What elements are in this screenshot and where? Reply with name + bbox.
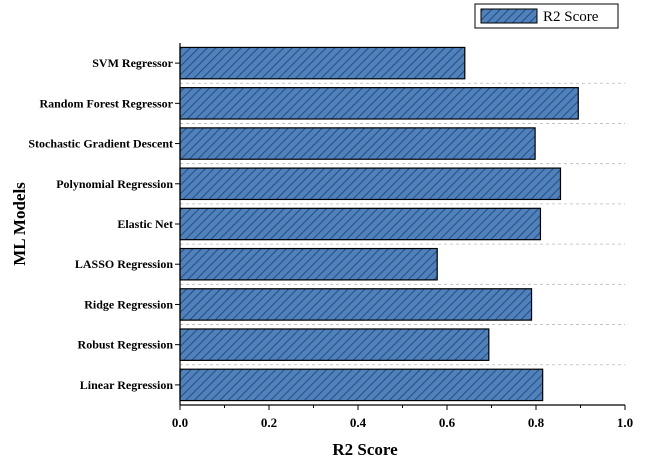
bar xyxy=(179,127,536,160)
bar xyxy=(179,247,438,281)
x-tick-label: 1.0 xyxy=(617,415,633,430)
bar xyxy=(179,207,542,241)
x-ticks: 0.0 0.2 0.4 0.6 0.8 1.0 xyxy=(172,405,633,430)
x-axis-label: R2 Score xyxy=(332,440,398,459)
x-tick-label: 0.0 xyxy=(172,415,188,430)
bars xyxy=(179,46,579,402)
legend-box xyxy=(474,3,619,29)
legend: R2 Score xyxy=(474,3,619,29)
legend-label: R2 Score xyxy=(543,9,599,25)
y-tick-label: Linear Regression xyxy=(80,378,174,392)
bar xyxy=(179,288,533,321)
y-tick-label: Polynomial Regression xyxy=(56,177,173,191)
y-ticks: SVM Regressor Random Forest Regressor Stoc… xyxy=(28,56,180,392)
y-axis-label: ML Models xyxy=(10,182,29,266)
bar xyxy=(179,328,490,361)
x-tick-label: 0.8 xyxy=(528,415,545,430)
y-tick-label: Ridge Regression xyxy=(84,297,173,311)
x-tick-label: 0.4 xyxy=(350,415,367,430)
bar xyxy=(179,167,562,201)
y-tick-label: Robust Regression xyxy=(78,338,174,352)
bar xyxy=(179,368,544,402)
bar xyxy=(179,46,466,80)
y-tick-label: LASSO Regression xyxy=(75,257,173,271)
y-tick-label: SVM Regressor xyxy=(92,56,173,70)
bar xyxy=(179,87,579,120)
x-tick-label: 0.2 xyxy=(261,415,277,430)
y-tick-label: Elastic Net xyxy=(117,217,173,231)
x-tick-label: 0.6 xyxy=(439,415,456,430)
legend-swatch xyxy=(480,8,538,24)
y-tick-label: Random Forest Regressor xyxy=(39,96,173,110)
grid-lines xyxy=(180,82,625,366)
y-tick-label: Stochastic Gradient Descent xyxy=(28,137,173,151)
